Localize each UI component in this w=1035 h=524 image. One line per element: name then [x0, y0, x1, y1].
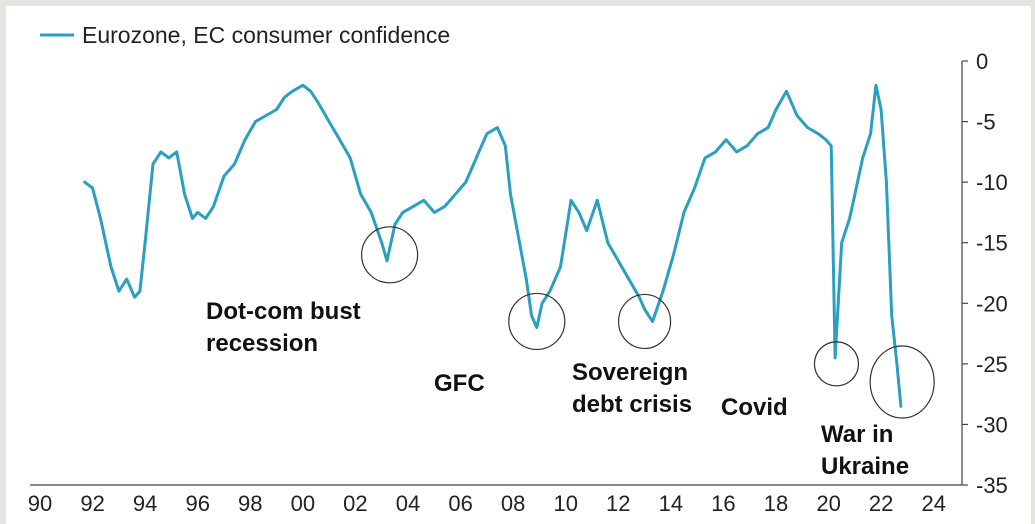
x-tick-label: 24 — [921, 491, 945, 516]
x-tick-label: 06 — [448, 491, 472, 516]
annotation-circle — [813, 341, 860, 387]
x-tick-label: 22 — [869, 491, 893, 516]
x-tick-label: 00 — [291, 491, 315, 516]
x-tick-label: 10 — [553, 491, 577, 516]
x-tick-label: 12 — [606, 491, 630, 516]
annotation-label: War in — [821, 421, 893, 448]
x-tick-label: 20 — [816, 491, 840, 516]
y-tick-label: -15 — [976, 231, 1008, 256]
series-line-consumer-confidence — [83, 83, 903, 408]
x-tick-label: 04 — [396, 491, 420, 516]
x-tick-label: 18 — [764, 491, 788, 516]
legend: Eurozone, EC consumer confidence — [40, 22, 450, 48]
annotation-circle — [869, 345, 935, 419]
y-tick-label: -25 — [976, 352, 1008, 377]
x-tick-label: 08 — [501, 491, 525, 516]
annotation-label: Ukraine — [821, 453, 909, 480]
x-tick-label: 98 — [238, 491, 262, 516]
x-tick-label: 90 — [28, 491, 52, 516]
annotation-label: Dot-com bust — [206, 298, 361, 325]
annotation-label: Sovereign — [572, 359, 688, 386]
annotation-circle — [617, 293, 672, 350]
tick-labels: 90 92 94 96 98 00 02 04 06 08 10 12 14 16 18 20 22 24 0 -5 -… — [28, 49, 1008, 516]
y-tick-label: -10 — [976, 170, 1008, 195]
y-tick-label: -35 — [976, 473, 1008, 498]
axes — [30, 60, 968, 486]
x-tick-label: 02 — [343, 491, 367, 516]
annotation-label: GFC — [434, 370, 485, 397]
y-tick-label: -30 — [976, 412, 1008, 437]
annotation-circle — [508, 292, 566, 351]
y-tick-label: -5 — [976, 110, 996, 135]
x-tick-label: 94 — [133, 491, 157, 516]
chart-panel: Eurozone, EC consumer confidence 90 92 94 9… — [6, 6, 1031, 524]
legend-label: Eurozone, EC consumer confidence — [82, 22, 450, 48]
x-tick-label: 96 — [185, 491, 209, 516]
annotation-label: recession — [206, 330, 318, 357]
x-tick-label: 16 — [711, 491, 735, 516]
x-tick-label: 14 — [659, 491, 683, 516]
annotation-label: debt crisis — [572, 391, 692, 418]
annotations: Dot-com bust recession GFC Sovereign debt cr… — [206, 226, 935, 480]
line-chart: Eurozone, EC consumer confidence 90 92 94 9… — [28, 22, 1008, 516]
y-tick-label: 0 — [976, 49, 988, 74]
y-tick-label: -20 — [976, 291, 1008, 316]
annotation-circle — [361, 226, 419, 284]
x-tick-label: 92 — [80, 491, 104, 516]
annotation-label: Covid — [721, 394, 788, 421]
